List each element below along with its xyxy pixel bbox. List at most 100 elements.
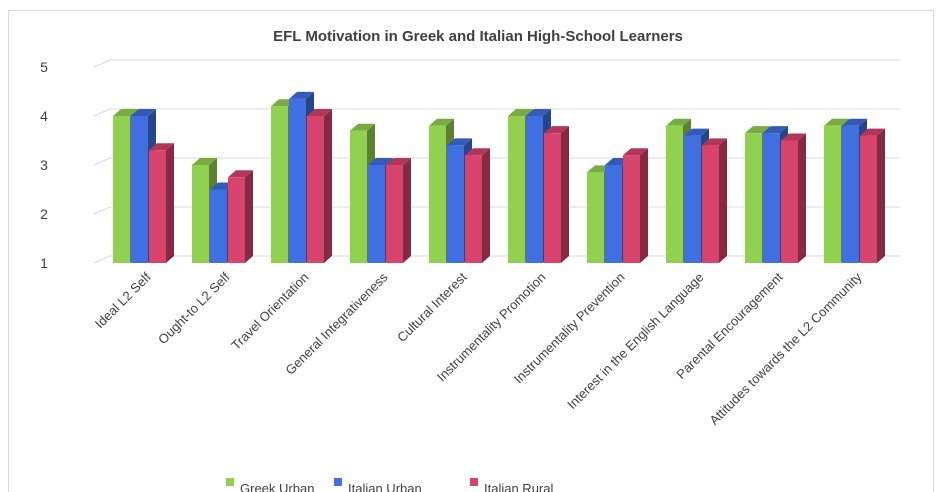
bar-top (289, 91, 314, 99)
bar-side (482, 148, 490, 263)
bar-front (447, 145, 464, 263)
bar-top (131, 109, 156, 116)
bar-top (350, 123, 375, 131)
bar (228, 170, 253, 263)
bar-top (429, 118, 454, 126)
bar-side (719, 138, 727, 263)
bar-front (623, 155, 640, 263)
y-tick-label: 2 (40, 206, 48, 222)
legend-swatch (470, 478, 478, 486)
bar-side (877, 128, 885, 263)
bar-front (131, 116, 148, 263)
bar-front (307, 116, 324, 263)
bar-top (526, 109, 551, 116)
bar-front (465, 155, 482, 263)
bar-top (386, 158, 411, 165)
bar-front (271, 106, 288, 263)
y-tick-label: 5 (40, 59, 48, 75)
legend-label: Greek Urban (240, 481, 314, 492)
bar-front (684, 135, 701, 263)
bar (149, 143, 174, 263)
bar-side (166, 143, 174, 263)
legend-label: Italian Rural (484, 481, 553, 492)
bar-front (526, 116, 543, 263)
bar-top (447, 138, 472, 146)
x-tick-label: Travel Orientation (228, 270, 311, 353)
bar-front (763, 133, 780, 263)
bar-top (113, 109, 138, 116)
bar-top (368, 158, 393, 165)
bar-front (605, 165, 622, 263)
bar-front (350, 130, 367, 263)
bar-side (640, 148, 648, 263)
bar-top (860, 128, 885, 136)
bar-top (508, 109, 533, 116)
chart-frame (8, 10, 934, 492)
bar-front (368, 165, 385, 263)
bar-front (386, 165, 403, 263)
bar-top (228, 170, 253, 178)
legend-label: Italian Urban (348, 481, 422, 492)
x-tick-label: Attitudes towards the L2 Community (706, 269, 865, 428)
x-tick-label: Ought-to L2 Self (155, 269, 233, 347)
bar-top (623, 148, 648, 156)
legend-swatch (334, 478, 342, 486)
bar-front (508, 116, 525, 263)
y-tick-label: 1 (40, 255, 48, 271)
bar-front (149, 150, 166, 263)
bar-front (824, 125, 841, 263)
chart-title: EFL Motivation in Greek and Italian High… (273, 28, 683, 45)
gridline-diag (93, 108, 111, 117)
bar (860, 128, 885, 263)
y-axis-labels: 1 2 3 4 5 (40, 59, 48, 271)
bar (307, 109, 332, 263)
bar-side (324, 109, 332, 263)
bar-top (842, 118, 867, 126)
bar-top (149, 143, 174, 151)
legend-item: Greek Urban (226, 478, 314, 492)
bar-front (210, 189, 227, 263)
bar (623, 148, 648, 263)
bar-front (666, 125, 683, 263)
bar-top (745, 126, 770, 134)
x-tick-label: Cultural Interest (394, 269, 470, 345)
bar-front (113, 116, 130, 263)
bar-top (465, 148, 490, 156)
gridline-diag (93, 157, 111, 166)
bar-front (745, 133, 762, 263)
legend-item: Italian Rural (470, 478, 553, 492)
bar-front (842, 125, 859, 263)
bar (386, 158, 411, 263)
bar-top (192, 158, 217, 165)
bar-top (684, 128, 709, 136)
bar-top (824, 118, 849, 126)
gridline-diag (93, 206, 111, 215)
legend-swatch (226, 478, 234, 486)
bar-side (245, 170, 253, 263)
bar-front (192, 165, 209, 263)
bar-front (702, 145, 719, 263)
legend-item: Italian Urban (334, 478, 422, 492)
bar-side (561, 126, 569, 264)
bar (781, 133, 806, 263)
bar-front (228, 177, 245, 263)
bar (465, 148, 490, 263)
bar-front (860, 135, 877, 263)
bar-top (702, 138, 727, 146)
bar-front (587, 172, 604, 263)
x-tick-label: Interest in the English Language (564, 270, 706, 412)
bar-front (429, 125, 446, 263)
y-tick-label: 4 (40, 108, 48, 124)
bar-top (763, 126, 788, 134)
bar-top (544, 126, 569, 134)
bar-top (307, 109, 332, 116)
gridline-diag (93, 59, 111, 68)
bar-top (666, 118, 691, 126)
bar-top (781, 133, 806, 141)
gridline-diag (93, 255, 111, 264)
bar-front (289, 98, 306, 263)
bar-side (403, 158, 411, 263)
bar-front (544, 133, 561, 263)
